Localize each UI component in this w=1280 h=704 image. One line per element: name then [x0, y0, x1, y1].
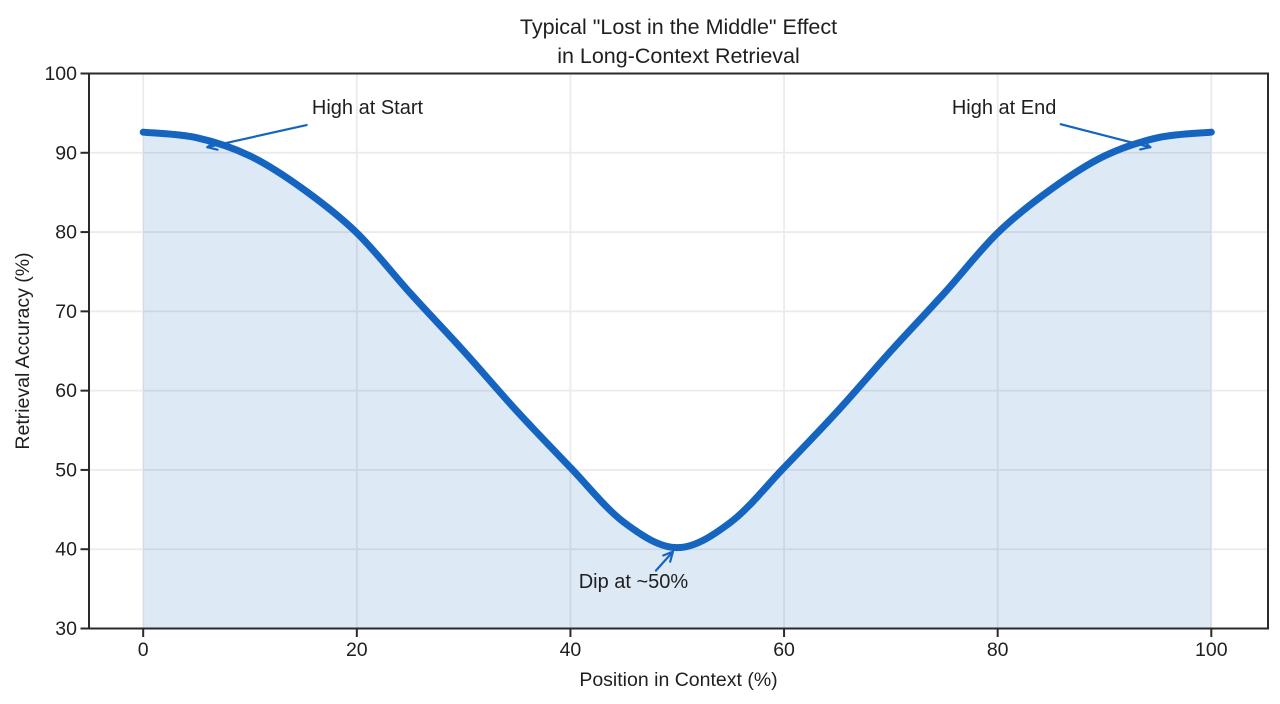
y-axis-label: Retrieval Accuracy (%): [12, 252, 34, 449]
annotation: High at End: [952, 97, 1152, 151]
annotation-arrow-head: [206, 139, 219, 151]
x-tick-label: 40: [560, 639, 582, 661]
annotation-arrow-shaft: [654, 550, 675, 572]
y-tick-label: 40: [55, 539, 77, 561]
annotation: High at Start: [206, 97, 424, 151]
annotations: High at Start High at End Dip at ~50%: [206, 97, 1152, 593]
y-tick-label: 90: [55, 142, 77, 164]
annotation-label: High at Start: [312, 97, 424, 119]
x-tick-label: 80: [987, 639, 1009, 661]
annotation-arrow-head: [662, 550, 675, 563]
accuracy-curve: [139, 128, 1215, 552]
annotation: Dip at ~50%: [579, 550, 689, 593]
curve-layer: [139, 128, 1215, 552]
area-fill: [143, 132, 1212, 629]
chart-title-line-2: in Long-Context Retrieval: [557, 44, 800, 68]
y-tick-label: 50: [55, 459, 77, 481]
x-tick-label: 60: [773, 639, 795, 661]
annotation-label: High at End: [952, 97, 1057, 119]
chart-title-line-1: Typical "Lost in the Middle" Effect: [520, 15, 837, 39]
x-tick-label: 100: [1195, 639, 1228, 661]
annotation-label: Dip at ~50%: [579, 571, 689, 593]
x-axis-label: Position in Context (%): [579, 669, 777, 691]
annotation-arrow-head: [1139, 139, 1152, 151]
annotation-arrow-shaft: [1059, 123, 1152, 149]
axis-tick-labels: 0 20 40 60 80 100 30 40 50 60 70 80 90 100: [44, 63, 1227, 661]
area-fill-layer: [143, 132, 1212, 629]
y-tick-label: 80: [55, 222, 77, 244]
x-tick-label: 20: [346, 639, 368, 661]
plot-border: [88, 72, 1269, 630]
x-tick-label: 0: [138, 639, 149, 661]
annotation-arrow-shaft: [206, 123, 308, 149]
y-tick-label: 100: [44, 63, 77, 85]
y-tick-label: 30: [55, 618, 77, 640]
y-tick-label: 70: [55, 301, 77, 323]
y-tick-label: 60: [55, 380, 77, 402]
axis-ticks: [80, 72, 1213, 637]
